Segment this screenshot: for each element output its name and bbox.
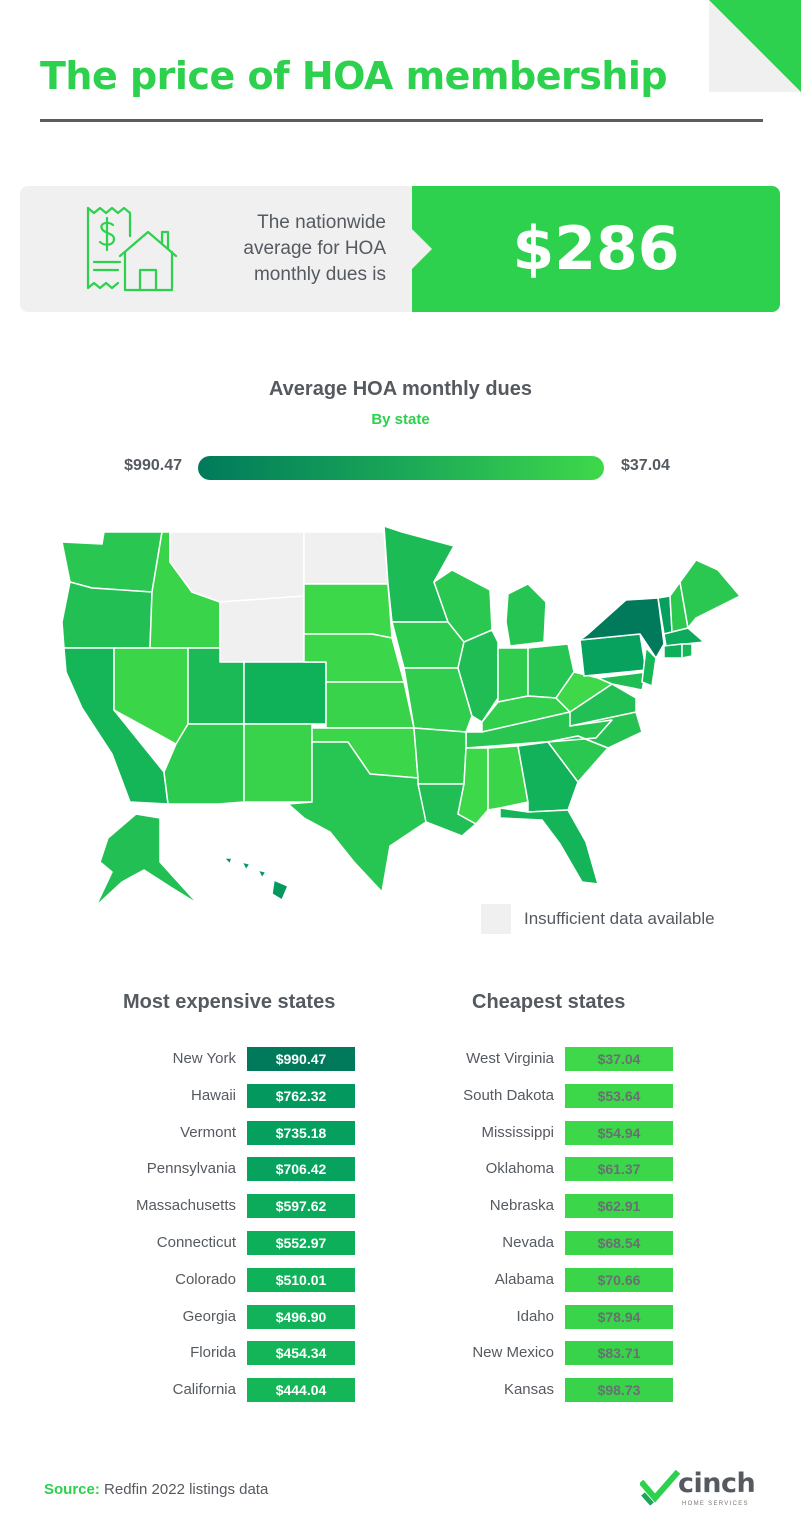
most-expensive-title: Most expensive states <box>123 991 336 1013</box>
banner-left-panel <box>20 186 412 312</box>
state-kansas <box>325 681 415 729</box>
page-title: The price of HOA membership <box>40 54 668 98</box>
title-divider <box>40 119 763 122</box>
source-note: Source: Redfin 2022 listings data <box>44 1481 268 1498</box>
rank-state-name: Colorado <box>175 1270 236 1288</box>
nationwide-average-value: $286 <box>512 214 680 284</box>
map-subtitle: By state <box>371 411 430 428</box>
cinch-logo: cinch HOME SERVICES <box>640 1468 765 1512</box>
nationwide-average-banner: The nationwide average for HOA monthly d… <box>20 186 780 312</box>
rank-state-name: Georgia <box>182 1307 236 1325</box>
state-maryland <box>597 671 647 691</box>
rank-state-name: New Mexico <box>472 1344 554 1362</box>
state-maine <box>679 559 741 629</box>
state-new-jersey <box>641 647 657 687</box>
rank-dues-value: $552.97 <box>247 1230 355 1255</box>
rank-dues-value: $83.71 <box>565 1341 673 1366</box>
rank-dues-value: $735.18 <box>247 1120 355 1145</box>
state-missouri <box>403 667 473 733</box>
rank-state-name: Nebraska <box>489 1197 554 1215</box>
northeast-region <box>579 559 741 691</box>
us-choropleth-map <box>61 525 741 907</box>
rank-state-name: New York <box>172 1050 236 1067</box>
insufficient-data-swatch <box>481 904 511 934</box>
rank-dues-value: $53.64 <box>565 1083 673 1108</box>
rank-state-name: Pennsylvania <box>146 1160 236 1178</box>
state-texas <box>287 741 427 893</box>
state-north-carolina <box>547 711 643 749</box>
rank-dues-value: $78.94 <box>565 1304 673 1329</box>
rank-state-name: Kansas <box>503 1381 554 1399</box>
legend-gradient-bar <box>198 456 604 480</box>
source-text: Redfin 2022 listings data <box>99 1481 269 1498</box>
rank-dues-value: $706.42 <box>247 1157 355 1182</box>
rank-state-name: Nevada <box>502 1233 554 1251</box>
logo-wordmark: cinch <box>678 1468 756 1499</box>
rank-dues-value: $62.91 <box>565 1194 673 1219</box>
rank-dues-value: $597.62 <box>247 1194 355 1219</box>
rank-dues-value: $496.90 <box>247 1304 355 1329</box>
nationwide-average-text: The nationwide average for HOA monthly d… <box>243 212 386 285</box>
state-north-dakota <box>303 531 389 585</box>
corner-triangle-decoration <box>709 0 801 92</box>
rank-dues-value: $54.94 <box>565 1120 673 1145</box>
banner-right-panel <box>412 186 780 312</box>
rank-state-name: Vermont <box>180 1123 236 1141</box>
receipt-house-icon <box>86 206 178 292</box>
rank-dues-value: $70.66 <box>565 1267 673 1292</box>
rank-dues-value: $510.01 <box>247 1267 355 1292</box>
state-colorado <box>243 661 327 725</box>
rank-dues-value: $444.04 <box>247 1378 355 1403</box>
state-connecticut <box>663 643 683 659</box>
state-michigan <box>505 583 547 647</box>
state-washington <box>61 531 163 593</box>
state-oregon <box>61 581 153 649</box>
state-florida <box>499 807 599 885</box>
state-wyoming <box>219 595 305 663</box>
rank-state-name: Mississippi <box>481 1123 554 1141</box>
legend-min-label: $37.04 <box>621 457 670 474</box>
rank-dues-value: $37.04 <box>565 1047 673 1071</box>
state-massachusetts <box>663 627 705 647</box>
state-hawaii <box>223 857 289 901</box>
state-arkansas <box>413 727 467 785</box>
banner-arrow-notch <box>412 229 432 269</box>
source-label: Source: <box>44 1481 100 1498</box>
state-pennsylvania <box>579 633 647 677</box>
map-title: Average HOA monthly dues <box>268 378 533 400</box>
rank-state-name: Hawaii <box>190 1086 236 1104</box>
state-alaska <box>95 813 199 907</box>
logo-subtext: HOME SERVICES <box>682 1501 749 1507</box>
legend-max-label: $990.47 <box>124 457 182 474</box>
rank-state-name: Connecticut <box>156 1233 236 1251</box>
state-rhode-island <box>681 643 693 659</box>
state-south-dakota <box>303 583 393 639</box>
rank-dues-value: $990.47 <box>247 1047 355 1071</box>
rank-dues-value: $98.73 <box>565 1378 673 1403</box>
rank-dues-value: $61.37 <box>565 1157 673 1182</box>
insufficient-data-label: Insufficient data available <box>524 909 715 928</box>
noncontiguous-states <box>95 813 289 907</box>
rank-state-name: West Virginia <box>466 1050 554 1067</box>
rank-state-name: Florida <box>190 1344 236 1362</box>
rank-state-name: Alabama <box>494 1270 554 1288</box>
state-new-york <box>579 597 665 659</box>
state-indiana <box>497 647 529 703</box>
cinch-check-icon <box>640 1470 680 1506</box>
rank-dues-value: $454.34 <box>247 1341 355 1366</box>
rank-dues-value: $68.54 <box>565 1230 673 1255</box>
state-illinois <box>457 629 499 723</box>
rank-state-name: Idaho <box>516 1307 554 1325</box>
rank-state-name: Oklahoma <box>485 1160 554 1178</box>
midwest-region <box>383 525 613 749</box>
rank-state-name: South Dakota <box>463 1086 554 1104</box>
state-alabama <box>487 745 529 811</box>
rank-dues-value: $762.32 <box>247 1083 355 1108</box>
rank-state-name: Massachusetts <box>135 1197 236 1215</box>
state-new-mexico <box>243 723 313 803</box>
rank-state-name: California <box>172 1381 236 1399</box>
west-region <box>61 531 327 805</box>
cheapest-title: Cheapest states <box>472 991 626 1013</box>
south-region <box>413 671 643 885</box>
